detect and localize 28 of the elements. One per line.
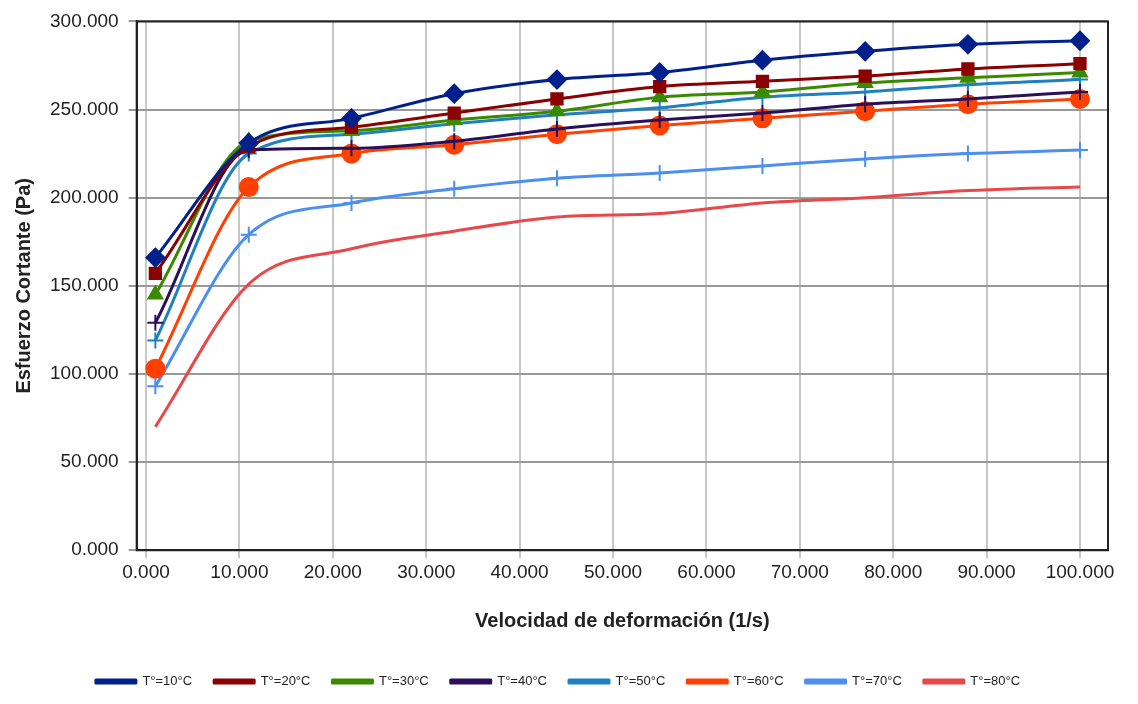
legend-label: T°=20°C <box>260 673 311 689</box>
y-tick-label: 0.000 <box>71 538 119 560</box>
x-tick-label: 60.000 <box>677 560 736 582</box>
x-tick-label: 70.000 <box>770 560 829 582</box>
y-tick-label: 250.000 <box>49 97 119 119</box>
x-axis-title: Velocidad de deformación (1/s) <box>475 608 770 631</box>
legend-label: T°=40°C <box>497 673 547 689</box>
y-tick-label: 300.000 <box>49 9 119 31</box>
x-tick-label: 30.000 <box>397 560 456 582</box>
x-tick-label: 100.000 <box>1045 560 1115 582</box>
legend-label: T°=10°C <box>142 673 193 689</box>
x-tick-label: 10.000 <box>210 560 269 582</box>
x-tick-label: 20.000 <box>303 560 362 582</box>
y-tick-label: 150.000 <box>49 274 119 296</box>
y-tick-label: 100.000 <box>49 362 119 384</box>
x-tick-label: 50.000 <box>583 560 643 582</box>
x-tick-label: 0.000 <box>122 560 170 582</box>
legend-label: T°=50°C <box>615 673 666 689</box>
legend-label: T°=80°C <box>970 673 1021 689</box>
x-tick-label: 90.000 <box>957 560 1016 582</box>
legend-label: T°=60°C <box>733 673 784 689</box>
legend-label: T°=70°C <box>852 673 902 689</box>
x-tick-label: 80.000 <box>864 560 923 582</box>
x-tick-label: 40.000 <box>490 560 549 582</box>
y-tick-label: 50.000 <box>60 450 119 472</box>
y-axis-title: Esfuerzo Cortante (Pa) <box>11 178 34 394</box>
y-tick-label: 200.000 <box>49 185 119 207</box>
legend-label: T°=30°C <box>378 673 429 689</box>
